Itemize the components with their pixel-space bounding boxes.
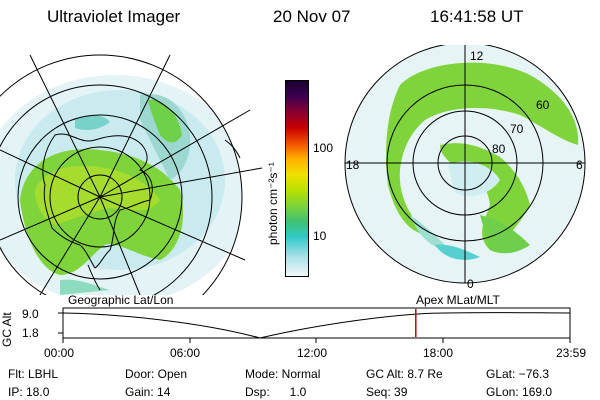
time-label: 16:41:58 UT: [430, 7, 524, 26]
magnetic-map: 12 18 6 0 60 70 80: [344, 45, 586, 290]
mlt-label-0: 0: [467, 277, 474, 290]
altitude-curve: [62, 312, 571, 339]
aurora-oval-day: [385, 62, 579, 235]
timeline-xtick-1800: 18:00: [423, 346, 454, 360]
ip-field: IP: 18.0: [8, 385, 50, 399]
timeline-ytick-1-8: 1.8: [22, 326, 39, 340]
mlt-label-18: 18: [346, 158, 360, 172]
dsp-field: Dsp: 1.0: [245, 385, 307, 399]
mlt-label-12: 12: [470, 49, 484, 63]
door-field: Door: Open: [125, 367, 188, 381]
app-title: Ultraviolet Imager: [47, 7, 181, 26]
geographic-label: Geographic Lat/Lon: [68, 293, 174, 307]
date-label: 20 Nov 07: [273, 7, 351, 26]
gain-field: Gain: 14: [125, 385, 171, 399]
timeline-xtick-1200: 12:00: [297, 346, 328, 360]
lat-label-80: 80: [492, 142, 506, 156]
colorbar-unit-label: photon cm⁻²s⁻¹: [266, 162, 280, 245]
apex-label: Apex MLat/MLT: [416, 293, 500, 307]
mlt-label-6: 6: [576, 158, 583, 172]
timeline-ytick-9: 9.0: [22, 307, 39, 321]
glon-field: GLon: 169.0: [486, 385, 553, 399]
glat-field: GLat: −76.3: [486, 367, 550, 381]
seq-field: Seq: 39: [366, 385, 408, 399]
lat-label-60: 60: [536, 98, 550, 112]
gc-alt-field: GC Alt: 8.7 Re: [366, 367, 443, 381]
colorbar-tick-100: 100: [313, 141, 334, 155]
colorbar: [285, 80, 309, 277]
geographic-map: [0, 54, 263, 295]
antarctica-coastline: [42, 133, 153, 269]
lat-label-70: 70: [510, 122, 524, 136]
altitude-timeline: [58, 307, 571, 343]
flt-field: Flt: LBHL: [8, 367, 59, 381]
timeline-xtick-2359: 23:59: [556, 346, 587, 360]
colorbar-tick-10: 10: [313, 229, 327, 243]
timeline-xtick-0600: 06:00: [170, 346, 201, 360]
mode-field: Mode: Normal: [245, 367, 321, 381]
timeline-xtick-0000: 00:00: [44, 346, 75, 360]
